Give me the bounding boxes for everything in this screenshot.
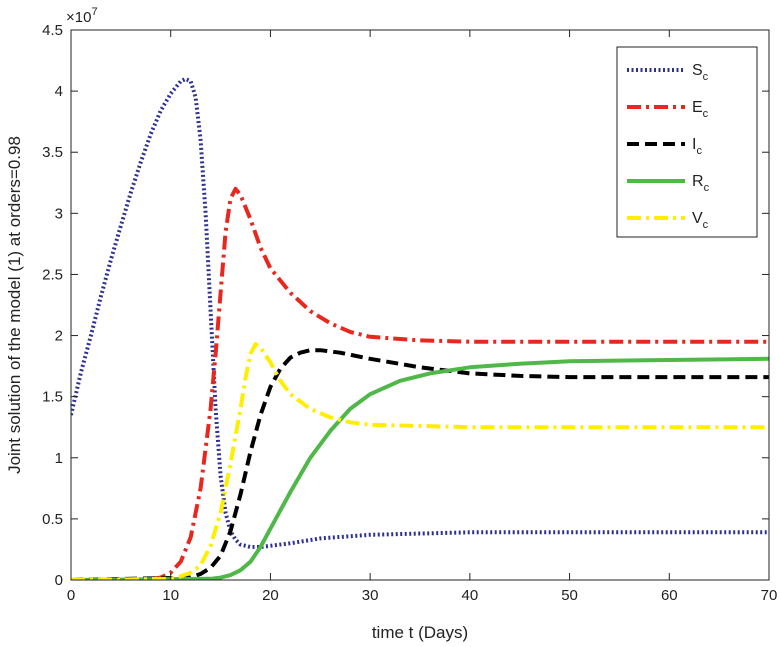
series-line-i: [71, 348, 769, 580]
series-line-v: [71, 342, 769, 580]
x-tick-label: 20: [262, 587, 279, 604]
x-tick-label: 60: [661, 587, 678, 604]
legend-label-r: Rc: [692, 173, 710, 194]
y-tick-label: 3: [55, 205, 63, 222]
axes-layer: 0 10 20 30 40 50 60 70 0 0.5 1 1.5 2 2.5 3 3.5 4 4.5: [42, 22, 777, 604]
y-tick-label: 1: [55, 450, 63, 467]
legend: Sc Ec Ic Rc Vc: [616, 46, 758, 238]
legend-label-v: Vc: [692, 210, 709, 231]
y-tick-label: 0.5: [42, 511, 63, 528]
y-multiplier-base: ×10: [66, 9, 91, 26]
x-tick-label: 50: [561, 587, 578, 604]
x-tick-label: 40: [462, 587, 479, 604]
x-tick-label: 70: [761, 587, 778, 604]
y-tick-label: 4: [55, 83, 63, 100]
y-tick-label: 2: [55, 328, 63, 345]
legend-label-s: Sc: [692, 62, 709, 83]
legend-box: [616, 46, 758, 238]
x-tick-label: 10: [162, 587, 179, 604]
x-tick-label: 30: [362, 587, 379, 604]
series-line-e: [71, 186, 769, 580]
y-tick-label: 3.5: [42, 144, 63, 161]
y-tick-label: 1.5: [42, 389, 63, 406]
axes-frame: [70, 29, 770, 581]
y-tick-label: 0: [55, 572, 63, 589]
legend-label-i: Ic: [692, 136, 702, 157]
y-multiplier-exp: 7: [91, 6, 97, 18]
series-line-r: [71, 356, 769, 580]
legend-label-e: Ec: [692, 99, 709, 120]
series-layer: [71, 76, 769, 580]
y-axis-label: Joint solution of the model (1) at order…: [5, 136, 24, 474]
y-tick-label: 4.5: [42, 22, 63, 39]
y-multiplier: ×107: [66, 6, 98, 26]
x-axis-label: time t (Days): [372, 623, 468, 642]
x-tick-label: 0: [67, 587, 75, 604]
y-tick-label: 2.5: [42, 266, 63, 283]
series-line-s: [71, 76, 769, 549]
